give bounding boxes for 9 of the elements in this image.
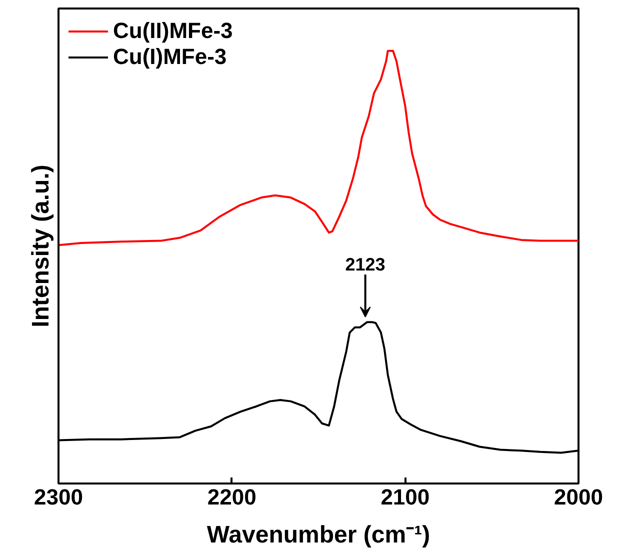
annotation: 2123 <box>345 254 386 275</box>
y-axis-title: Intensity (a.u.) <box>28 164 54 328</box>
legend-label: Cu(I)MFe-3 <box>113 44 227 70</box>
x-tick-label: 2200 <box>207 484 256 510</box>
x-tick-label: 2300 <box>34 484 83 510</box>
x-axis-title: Wavenumber (cm⁻¹) <box>206 522 430 548</box>
x-tick-label: 2100 <box>380 484 430 510</box>
x-tick-label: 2000 <box>554 484 603 510</box>
legend-label: Cu(II)MFe-3 <box>113 18 233 44</box>
